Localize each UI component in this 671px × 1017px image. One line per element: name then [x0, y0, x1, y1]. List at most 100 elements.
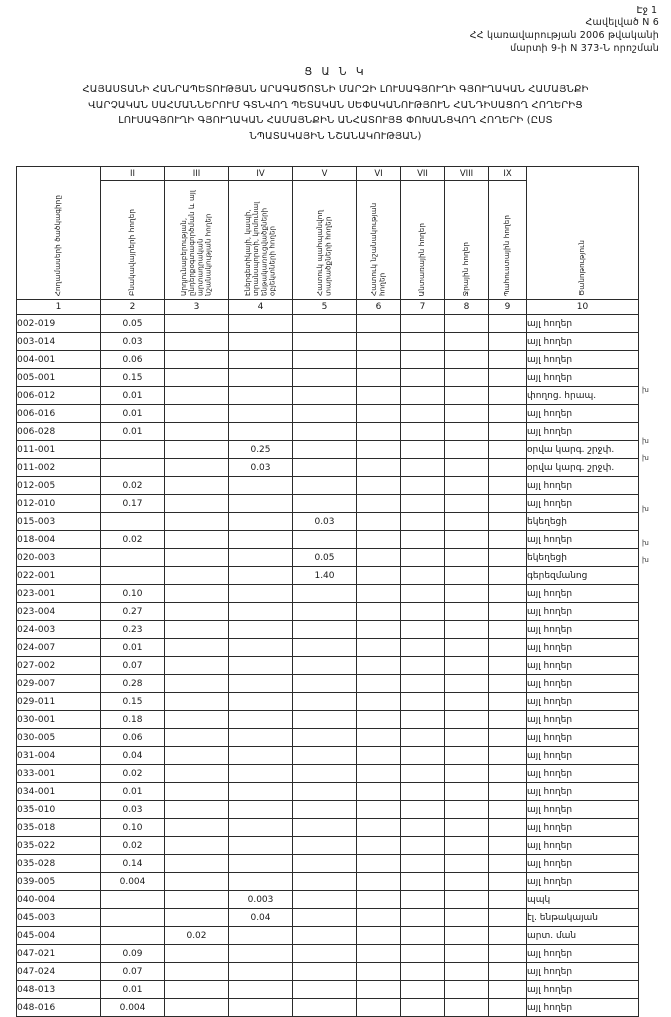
cell-forest-lands [400, 872, 445, 891]
cell-forest-lands [400, 746, 445, 765]
cell-forest-lands [400, 890, 445, 909]
cell-code: 012-010 [16, 494, 101, 513]
cell-water-lands [444, 638, 489, 657]
cell-industrial-lands [164, 440, 229, 459]
column-number-9: 9 [488, 299, 527, 315]
cell-settlement-lands: 0.01 [100, 422, 165, 441]
cell-forest-lands [400, 656, 445, 675]
cell-settlement-lands: 0.03 [100, 332, 165, 351]
cell-industrial-lands [164, 350, 229, 369]
cell-special-lands [356, 782, 401, 801]
cell-infrastructure-lands [228, 512, 293, 531]
cell-code: 048-013 [16, 980, 101, 999]
column-header-forest-lands: Անտառային հողեր [400, 180, 445, 300]
cell-special-lands [356, 584, 401, 603]
cell-protected-lands [292, 890, 357, 909]
cell-reserve-lands [488, 494, 527, 513]
cell-infrastructure-lands: 0.03 [228, 458, 293, 477]
margin-mark: խ [642, 437, 649, 445]
cell-water-lands [444, 548, 489, 567]
cell-industrial-lands [164, 908, 229, 927]
cell-protected-lands [292, 620, 357, 639]
cell-code: 006-012 [16, 386, 101, 405]
cell-settlement-lands [100, 566, 165, 585]
cell-note: եկեղեցի [526, 548, 639, 567]
table-row: 011-001 0.25 օրվա կարգ. շրջփ. [16, 440, 639, 459]
cell-infrastructure-lands [228, 602, 293, 621]
cell-code: 024-003 [16, 620, 101, 639]
cell-note: այլ հողեր [526, 314, 639, 333]
cell-reserve-lands [488, 656, 527, 675]
cell-protected-lands [292, 440, 357, 459]
cell-note: այլ հողեր [526, 584, 639, 603]
title-line-4: ՆՊԱՏԱԿԱՅԻՆ ՆՇԱՆԱԿՈՒԹՅԱՆ) [249, 130, 422, 142]
cell-infrastructure-lands [228, 764, 293, 783]
cell-note: այլ հողեր [526, 476, 639, 495]
cell-industrial-lands [164, 386, 229, 405]
cell-reserve-lands [488, 962, 527, 981]
table-row: 023-004 0.27 այլ հողեր [16, 602, 639, 621]
cell-protected-lands: 0.05 [292, 548, 357, 567]
cell-infrastructure-lands [228, 872, 293, 891]
cell-note: արտ. ման [526, 926, 639, 945]
table-body: 002-019 0.05 այլ հողեր 003-014 0.03 այլ հողեր… [16, 314, 639, 1017]
cell-industrial-lands [164, 782, 229, 801]
cell-special-lands [356, 476, 401, 495]
column-header-code: Հողամասերի ծածկագիրը [16, 180, 101, 300]
cell-special-lands [356, 818, 401, 837]
cell-industrial-lands [164, 746, 229, 765]
cell-forest-lands [400, 476, 445, 495]
cell-forest-lands [400, 818, 445, 837]
roman-cell-2: II [100, 166, 165, 181]
cell-protected-lands [292, 692, 357, 711]
cell-settlement-lands: 0.004 [100, 872, 165, 891]
cell-protected-lands: 0.03 [292, 512, 357, 531]
cell-infrastructure-lands [228, 746, 293, 765]
cell-note: այլ հողեր [526, 710, 639, 729]
cell-settlement-lands: 0.04 [100, 746, 165, 765]
cell-water-lands [444, 836, 489, 855]
cell-water-lands [444, 998, 489, 1017]
cell-industrial-lands [164, 854, 229, 873]
cell-code: 020-003 [16, 548, 101, 567]
cell-industrial-lands [164, 674, 229, 693]
cell-forest-lands [400, 440, 445, 459]
cell-forest-lands [400, 710, 445, 729]
cell-settlement-lands: 0.10 [100, 584, 165, 603]
cell-industrial-lands [164, 764, 229, 783]
cell-special-lands [356, 764, 401, 783]
cell-special-lands [356, 728, 401, 747]
cell-reserve-lands [488, 926, 527, 945]
table-row: 030-001 0.18 այլ հողեր [16, 710, 639, 729]
cell-water-lands [444, 728, 489, 747]
cell-industrial-lands [164, 314, 229, 333]
cell-protected-lands [292, 710, 357, 729]
cell-note: այլ հողեր [526, 728, 639, 747]
cell-special-lands [356, 962, 401, 981]
cell-note: էլ. ենթակայան [526, 908, 639, 927]
cell-note: այլ հողեր [526, 602, 639, 621]
cell-industrial-lands [164, 404, 229, 423]
land-allocation-table: II III IV V VI VII VIII IX Հողամասերի ծա… [16, 166, 639, 1017]
table-row: 024-007 0.01 այլ հողեր [16, 638, 639, 657]
cell-note: այլ հողեր [526, 854, 639, 873]
cell-infrastructure-lands: 0.003 [228, 890, 293, 909]
cell-code: 035-018 [16, 818, 101, 837]
cell-settlement-lands: 0.28 [100, 674, 165, 693]
cell-code: 023-001 [16, 584, 101, 603]
cell-note: այլ հողեր [526, 350, 639, 369]
table-row: 004-001 0.06 այլ հողեր [16, 350, 639, 369]
cell-reserve-lands [488, 548, 527, 567]
cell-forest-lands [400, 926, 445, 945]
cell-forest-lands [400, 800, 445, 819]
cell-water-lands [444, 674, 489, 693]
cell-special-lands [356, 872, 401, 891]
title-line-2: ՎԱՐՉԱԿԱՆ ՍԱՀՄԱՆՆԵՐՈՒՄ ԳՏՆՎՈՂ ՊԵՏԱԿԱՆ ՍԵՓ… [88, 99, 583, 111]
cell-protected-lands [292, 818, 357, 837]
cell-special-lands [356, 386, 401, 405]
column-header-forest-lands-label: Անտառային հողեր [418, 222, 427, 296]
cell-water-lands [444, 926, 489, 945]
table-row: 048-016 0.004 այլ հողեր [16, 998, 639, 1017]
margin-mark: խ [642, 454, 649, 462]
cell-water-lands [444, 386, 489, 405]
